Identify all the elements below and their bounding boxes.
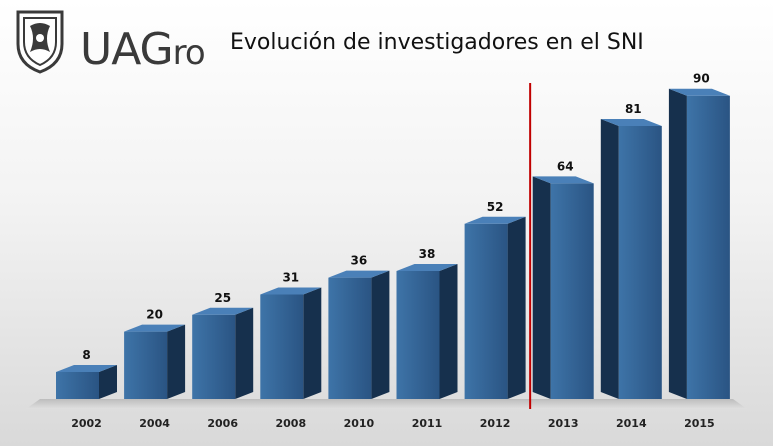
value-label: 8: [82, 348, 90, 362]
bar-front-face: [686, 95, 730, 399]
bar-top-face: [668, 88, 730, 96]
bar-2012: [464, 216, 526, 399]
x-tick-labels-group: 2002 2004 2006 2008 2010 2011 2012 2013 2014 2015: [71, 417, 715, 430]
value-label: 52: [487, 200, 504, 214]
logo-suffix-text: ro: [172, 33, 206, 73]
logo-main-text: UAG: [80, 24, 174, 75]
bar-front-face: [396, 270, 440, 399]
x-tick-label: 2015: [684, 417, 715, 430]
bar-front-face: [328, 277, 372, 399]
value-label: 36: [351, 254, 368, 268]
x-tick-label: 2008: [275, 417, 306, 430]
bar-top-face: [464, 216, 526, 224]
bar-front-face: [260, 294, 304, 399]
x-tick-label: 2013: [548, 417, 579, 430]
bar-top-face: [56, 365, 117, 373]
bar-2002: [56, 365, 117, 399]
chart-floor: [26, 399, 747, 409]
bar-front-face: [618, 126, 662, 399]
bar-side-face: [439, 263, 458, 399]
bar-top-face: [532, 176, 594, 184]
bar-side-face: [303, 287, 322, 399]
bar-top-face: [260, 287, 322, 295]
chart-title: Evolución de investigadores en el SNI: [230, 30, 644, 55]
bar-top-face: [396, 263, 458, 271]
bar-2015: [668, 88, 730, 399]
bar-2010: [328, 270, 390, 399]
value-label: 64: [557, 159, 574, 173]
bar-side-face: [507, 216, 526, 399]
value-label: 81: [625, 102, 642, 116]
bar-top-face: [124, 324, 186, 332]
bar-top-face: [192, 307, 254, 315]
x-tick-label: 2006: [207, 417, 238, 430]
bar-side-face: [668, 88, 687, 399]
bar-side-face: [532, 176, 551, 399]
bar-2011: [396, 263, 458, 399]
bar-front-face: [550, 183, 594, 399]
x-tick-label: 2002: [71, 417, 102, 430]
bar-front-face: [56, 372, 99, 399]
x-tick-label: 2004: [139, 417, 170, 430]
university-shield-icon: [16, 10, 64, 74]
x-tick-label: 2011: [412, 417, 443, 430]
bar-2006: [192, 307, 254, 399]
bar-2013: [532, 176, 594, 399]
bar-front-face: [192, 314, 236, 399]
x-tick-label: 2014: [616, 417, 647, 430]
bar-side-face: [235, 307, 254, 399]
bar-side-face: [167, 324, 186, 399]
value-label: 90: [693, 72, 710, 86]
value-label: 38: [419, 247, 436, 261]
value-label: 31: [282, 271, 299, 285]
bar-top-face: [328, 270, 390, 278]
bar-side-face: [600, 119, 619, 399]
uagro-logo: UAGro: [14, 6, 206, 76]
bar-side-face: [99, 365, 117, 399]
x-tick-label: 2010: [344, 417, 375, 430]
value-label: 20: [146, 308, 163, 322]
value-labels-group: 8 20 25 31 36 38 52 64 81 90: [82, 72, 709, 362]
bar-side-face: [371, 270, 390, 399]
bar-front-face: [464, 223, 508, 399]
bar-top-face: [600, 119, 662, 127]
bar-2004: [124, 324, 186, 399]
logo-wordmark: UAGro: [80, 28, 206, 73]
value-label: 25: [214, 291, 231, 305]
x-tick-label: 2012: [480, 417, 511, 430]
bar-2008: [260, 287, 322, 399]
bar-2014: [600, 119, 662, 399]
bar-front-face: [124, 331, 168, 399]
bars-group: [56, 88, 730, 399]
